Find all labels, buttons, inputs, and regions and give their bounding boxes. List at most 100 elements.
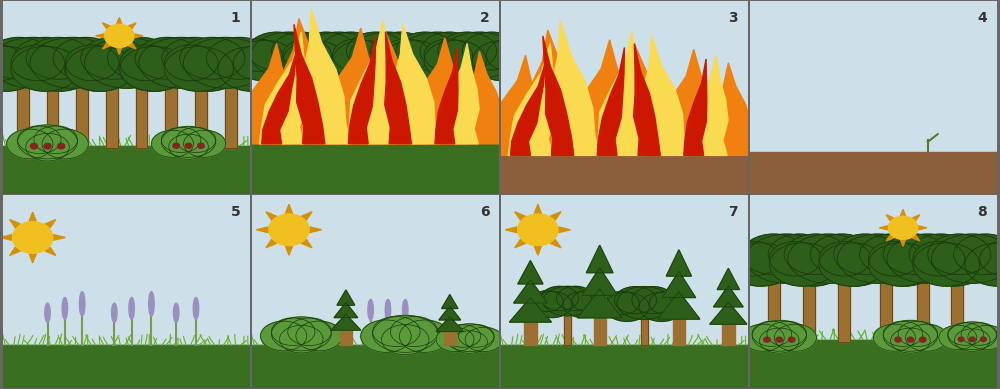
Polygon shape <box>684 59 707 155</box>
Text: 5: 5 <box>231 205 240 219</box>
Ellipse shape <box>42 129 88 159</box>
Polygon shape <box>310 227 322 233</box>
Polygon shape <box>128 43 136 49</box>
Bar <box>340 330 352 345</box>
Ellipse shape <box>368 300 373 320</box>
Ellipse shape <box>769 241 821 276</box>
Ellipse shape <box>26 133 69 161</box>
Circle shape <box>889 217 917 239</box>
Polygon shape <box>319 28 383 144</box>
Ellipse shape <box>920 243 987 286</box>
Circle shape <box>764 337 770 342</box>
Ellipse shape <box>424 39 473 71</box>
Circle shape <box>907 337 914 342</box>
Polygon shape <box>710 302 747 324</box>
Ellipse shape <box>62 298 68 319</box>
Polygon shape <box>550 212 561 220</box>
Ellipse shape <box>151 130 193 157</box>
Bar <box>76 51 88 148</box>
Bar <box>768 249 780 342</box>
Ellipse shape <box>382 324 429 355</box>
Ellipse shape <box>297 32 356 70</box>
Ellipse shape <box>465 327 503 352</box>
Ellipse shape <box>873 324 915 351</box>
Ellipse shape <box>80 45 134 81</box>
Ellipse shape <box>371 32 429 70</box>
Polygon shape <box>294 24 325 144</box>
Bar <box>252 140 499 194</box>
Ellipse shape <box>280 325 323 353</box>
Polygon shape <box>134 34 143 38</box>
Polygon shape <box>0 235 12 240</box>
Ellipse shape <box>794 241 846 276</box>
Circle shape <box>185 143 192 148</box>
Polygon shape <box>10 247 21 256</box>
Ellipse shape <box>333 39 381 71</box>
Polygon shape <box>568 40 632 155</box>
Polygon shape <box>608 44 678 155</box>
Ellipse shape <box>34 126 77 154</box>
Circle shape <box>44 144 51 149</box>
Ellipse shape <box>462 32 521 70</box>
Ellipse shape <box>18 126 61 154</box>
Bar <box>225 51 237 148</box>
Ellipse shape <box>819 243 886 286</box>
Ellipse shape <box>173 46 242 91</box>
Polygon shape <box>518 261 543 284</box>
Polygon shape <box>301 212 312 220</box>
Polygon shape <box>348 36 376 144</box>
Polygon shape <box>886 235 894 241</box>
Ellipse shape <box>85 37 169 88</box>
Polygon shape <box>334 302 358 318</box>
Ellipse shape <box>30 37 114 88</box>
Ellipse shape <box>283 39 332 71</box>
Ellipse shape <box>234 40 296 81</box>
Polygon shape <box>262 51 296 144</box>
Polygon shape <box>900 240 906 246</box>
Ellipse shape <box>385 300 391 320</box>
Ellipse shape <box>161 128 201 152</box>
Ellipse shape <box>382 40 444 81</box>
Bar <box>439 49 450 136</box>
Bar <box>564 303 571 345</box>
Bar <box>838 249 850 342</box>
Bar <box>917 249 929 342</box>
Circle shape <box>980 337 986 342</box>
Ellipse shape <box>836 241 888 276</box>
Ellipse shape <box>119 46 188 91</box>
Ellipse shape <box>134 45 188 81</box>
Bar <box>252 345 499 388</box>
Ellipse shape <box>768 234 831 275</box>
Bar <box>673 319 685 345</box>
Ellipse shape <box>458 325 494 347</box>
Polygon shape <box>259 32 308 144</box>
Polygon shape <box>10 219 21 228</box>
Circle shape <box>920 337 926 342</box>
Ellipse shape <box>774 324 816 351</box>
Text: 4: 4 <box>977 11 987 25</box>
Polygon shape <box>511 63 545 155</box>
Polygon shape <box>96 34 104 38</box>
Ellipse shape <box>382 39 430 71</box>
Bar <box>951 249 963 342</box>
Polygon shape <box>546 21 600 155</box>
Polygon shape <box>45 219 56 228</box>
Polygon shape <box>29 212 36 221</box>
Ellipse shape <box>968 325 1000 350</box>
Ellipse shape <box>486 39 535 71</box>
Text: 3: 3 <box>729 11 738 25</box>
Polygon shape <box>508 44 556 155</box>
Ellipse shape <box>837 234 919 283</box>
Ellipse shape <box>300 32 377 78</box>
Ellipse shape <box>395 39 443 71</box>
Circle shape <box>895 337 901 342</box>
Polygon shape <box>301 239 312 248</box>
Ellipse shape <box>760 328 799 353</box>
Bar <box>165 51 177 148</box>
Ellipse shape <box>615 287 657 314</box>
Ellipse shape <box>639 293 684 321</box>
Ellipse shape <box>0 37 52 79</box>
Ellipse shape <box>11 46 80 91</box>
Ellipse shape <box>247 32 306 70</box>
Ellipse shape <box>296 39 344 71</box>
